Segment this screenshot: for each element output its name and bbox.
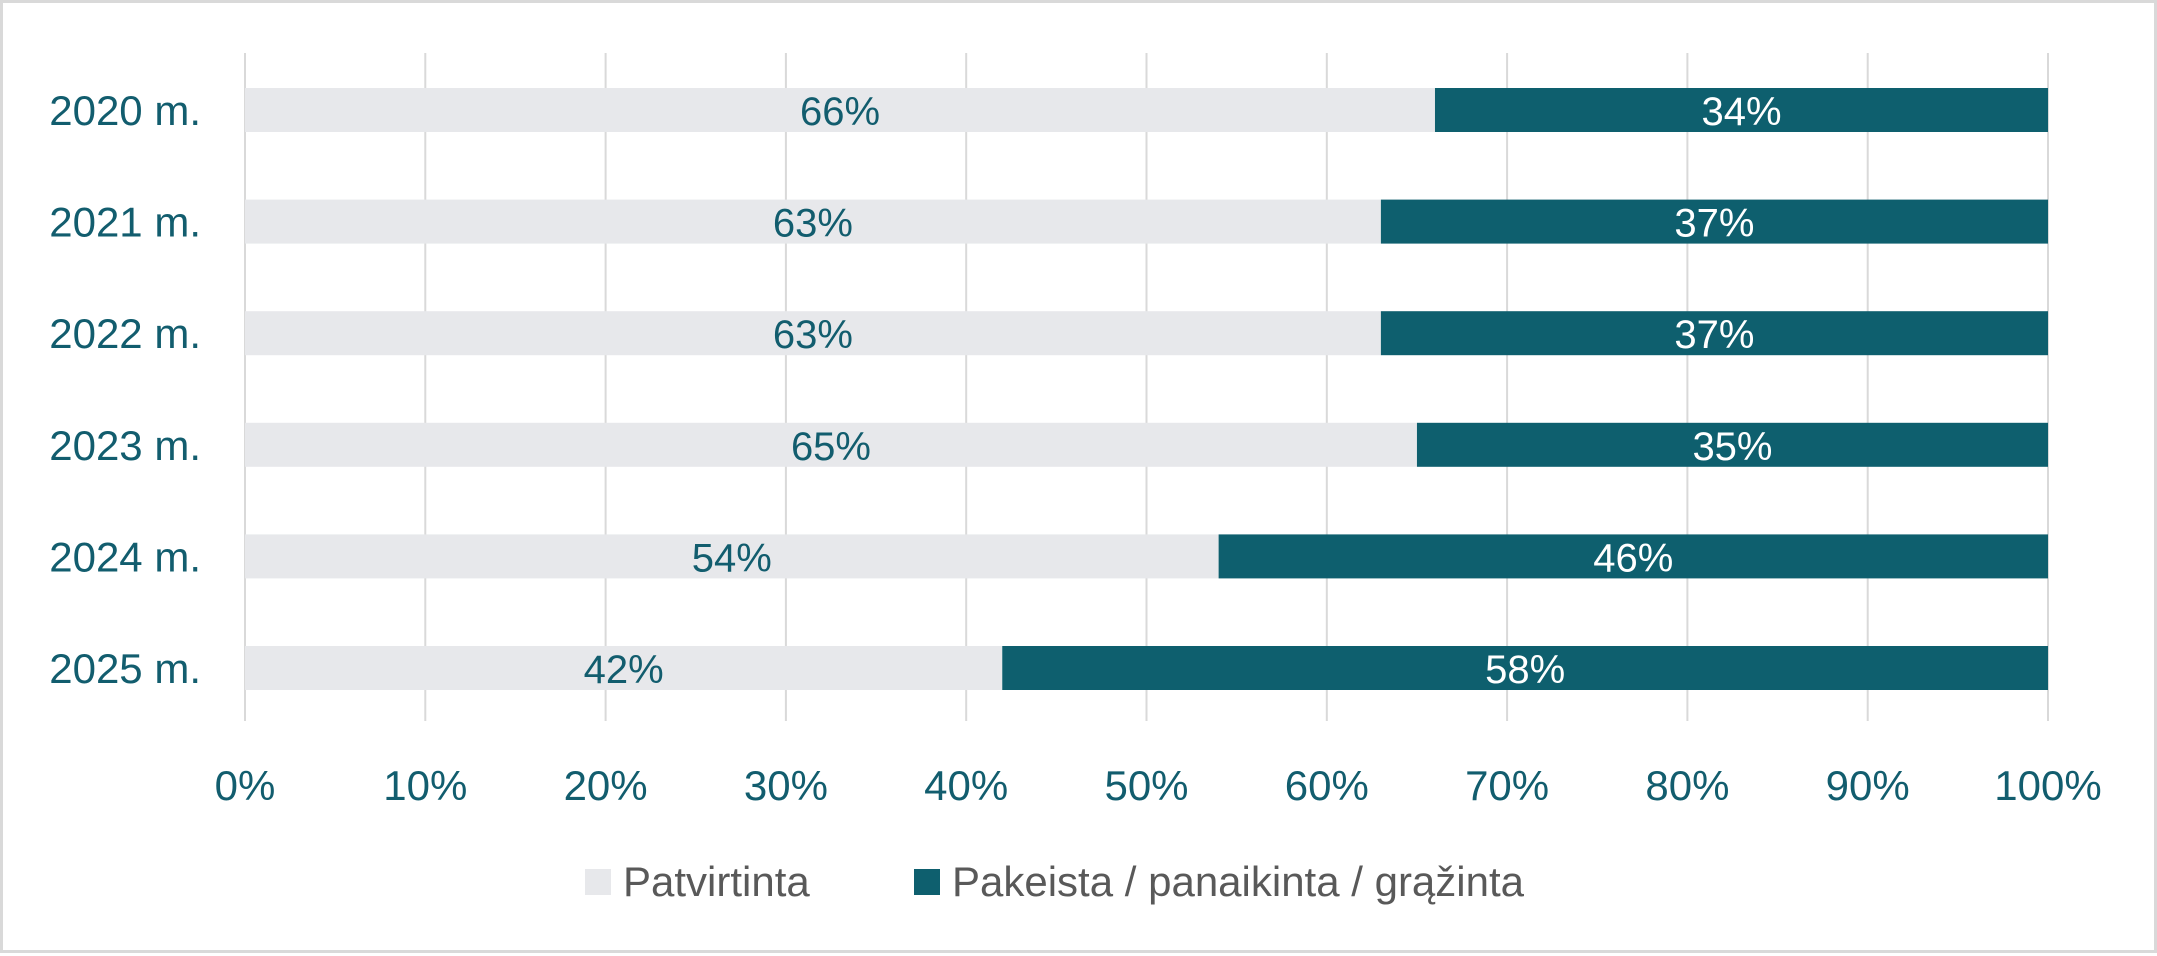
data-label: 42%	[584, 648, 664, 692]
bar-segment-patvirtinta	[245, 646, 1003, 690]
x-tick-label: 20%	[564, 762, 648, 809]
category-label: 2024 m.	[49, 533, 201, 580]
data-label: 37%	[1674, 202, 1754, 246]
category-label: 2021 m.	[49, 199, 201, 246]
data-label: 65%	[791, 425, 871, 469]
data-label: 35%	[1692, 425, 1772, 469]
bar-segment-pakeista	[1380, 311, 2048, 356]
category-label: 2023 m.	[49, 422, 201, 469]
bar-segment-pakeista	[1002, 646, 2048, 690]
data-label: 63%	[773, 202, 853, 246]
x-tick-label: 0%	[215, 762, 276, 809]
bar-segment-patvirtinta	[245, 311, 1381, 356]
gridlines	[244, 53, 2049, 721]
category-label: 2025 m.	[49, 645, 201, 692]
bars	[245, 88, 2048, 690]
data-label: 63%	[773, 313, 853, 357]
category-label: 2022 m.	[49, 310, 201, 357]
legend: Patvirtinta Pakeista / panaikinta / grąži…	[585, 858, 1525, 905]
x-tick-label: 70%	[1465, 762, 1549, 809]
bar-segment-pakeista	[1434, 88, 2048, 132]
bar-segment-patvirtinta	[245, 422, 1417, 467]
data-labels: 66% 34% 63% 37% 63% 37% 65% 35% 54% 46% 42% 58%	[584, 90, 1782, 692]
category-label: 2020 m.	[49, 87, 201, 134]
x-tick-label: 60%	[1285, 762, 1369, 809]
legend-label: Patvirtinta	[623, 858, 810, 905]
data-label: 54%	[692, 536, 772, 580]
data-label: 46%	[1593, 536, 1673, 580]
legend-label: Pakeista / panaikinta / grąžinta	[952, 858, 1525, 905]
x-tick-label: 50%	[1104, 762, 1188, 809]
data-label: 37%	[1674, 313, 1754, 357]
x-tick-label: 40%	[924, 762, 1008, 809]
stacked-bar-chart: 66% 34% 63% 37% 63% 37% 65% 35% 54% 46% 42% 58% 202…	[49, 53, 2102, 905]
bar-segment-pakeista	[1218, 534, 2048, 579]
value-axis-tick-labels: 0% 10% 20% 30% 40% 50% 60% 70% 80% 90% 100%	[215, 762, 2102, 809]
x-tick-label: 10%	[383, 762, 467, 809]
legend-swatch	[914, 869, 940, 895]
bar-segment-patvirtinta	[245, 199, 1381, 244]
x-tick-label: 100%	[1994, 762, 2101, 809]
data-label: 58%	[1485, 648, 1565, 692]
data-label: 34%	[1701, 90, 1781, 134]
bar-segment-pakeista	[1380, 199, 2048, 244]
data-label: 66%	[800, 90, 880, 134]
x-tick-label: 90%	[1826, 762, 1910, 809]
bar-segment-patvirtinta	[245, 534, 1219, 579]
legend-swatch	[585, 869, 611, 895]
x-tick-label: 80%	[1645, 762, 1729, 809]
category-axis-labels: 2020 m. 2021 m. 2022 m. 2023 m. 2024 m. 2025 …	[49, 87, 201, 692]
bar-segment-patvirtinta	[245, 88, 1435, 132]
x-tick-label: 30%	[744, 762, 828, 809]
bar-segment-pakeista	[1416, 422, 2048, 467]
